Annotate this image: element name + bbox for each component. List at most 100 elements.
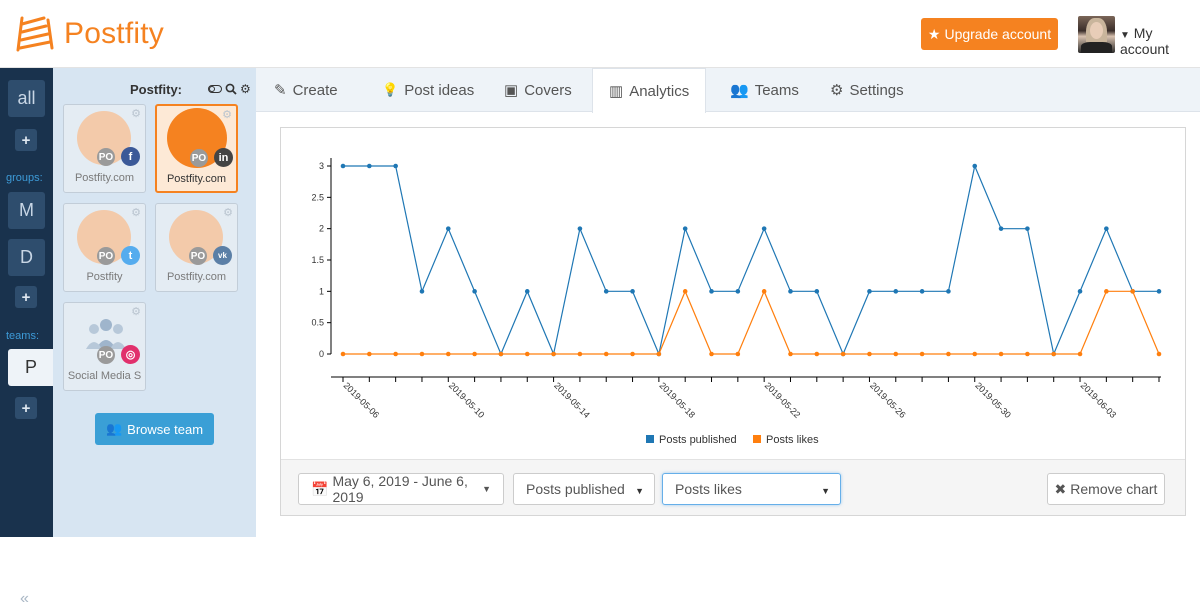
search-icon[interactable] (225, 83, 237, 95)
gear-icon[interactable]: ⚙ (131, 108, 141, 120)
linkedin-icon: in (214, 148, 233, 167)
lightbulb-icon: 💡 (382, 82, 399, 97)
data-point (893, 351, 899, 357)
tab-analytics[interactable]: ▥ Analytics (592, 68, 707, 113)
tab-label: Settings (849, 81, 904, 99)
profile-card-facebook[interactable]: ⚙ PO f Postfity.com (63, 104, 146, 193)
data-point (788, 289, 793, 294)
profile-card-twitter[interactable]: ⚙ PO t Postfity (63, 203, 146, 292)
upgrade-account-button[interactable]: ★ Upgrade account (921, 18, 1058, 50)
remove-chart-label: Remove chart (1070, 481, 1158, 497)
browse-team-label: Browse team (127, 421, 204, 437)
data-point (682, 226, 688, 231)
date-range-picker[interactable]: 📅 May 6, 2019 - June 6, 2019 ▼ (298, 473, 504, 505)
legend-swatch (646, 435, 654, 443)
tab-create[interactable]: ✎ Create (274, 68, 338, 112)
legend-swatch (753, 435, 761, 443)
gear-icon[interactable]: ⚙ (222, 109, 232, 121)
metric-select-1[interactable]: Posts published ▼ (513, 473, 655, 505)
team-item-p[interactable]: P (8, 349, 54, 386)
tab-covers[interactable]: ▣ Covers (504, 68, 572, 112)
main-tabs: ✎ Create 💡 Post ideas ▣ Covers ▥ Analytics 👥… (256, 68, 1200, 113)
caret-down-icon: ▼ (1120, 30, 1130, 41)
series-line-posts-published (343, 163, 1159, 357)
caret-down-icon: ▼ (821, 486, 830, 496)
y-tick-label: 1.5 (311, 255, 324, 265)
profile-name: Social Media S (67, 370, 142, 382)
group-item-m[interactable]: M (8, 192, 45, 229)
data-point (603, 289, 609, 294)
groups-label: groups: (6, 172, 43, 184)
bar-chart-icon: ▥ (609, 83, 624, 100)
data-point (340, 351, 346, 357)
x-tick-label: 2019-05-14 (552, 380, 592, 420)
x-tick-label: 2019-05-26 (868, 380, 908, 420)
tab-teams[interactable]: 👥 Teams (730, 68, 799, 112)
data-point (946, 289, 951, 294)
collapse-sidebar-icon[interactable]: « (20, 590, 29, 607)
data-point (577, 226, 583, 231)
metric-select-2[interactable]: Posts likes ▼ (662, 473, 841, 505)
data-point (735, 289, 741, 294)
date-range-value: May 6, 2019 - June 6, 2019 (332, 473, 468, 505)
data-point (630, 289, 635, 294)
gears-icon: ⚙ (830, 82, 844, 99)
teams-label: teams: (6, 330, 40, 342)
toggle-icon[interactable] (208, 85, 222, 93)
profile-card-instagram[interactable]: ⚙ PO ◎ Social Media S (63, 302, 146, 391)
data-point (998, 351, 1004, 357)
data-point (761, 289, 767, 294)
brand-logo[interactable]: Postfity (14, 14, 164, 54)
tab-label: Teams (754, 81, 799, 99)
profile-card-linkedin[interactable]: ⚙ PO in Postfity.com (155, 104, 238, 193)
x-tick-label: 2019-05-18 (657, 380, 697, 420)
data-point (867, 351, 872, 357)
add-profile-button[interactable]: + (15, 129, 37, 151)
tab-label: Analytics (629, 82, 690, 100)
data-point (1156, 351, 1162, 357)
profile-name: Postfity.com (166, 271, 227, 283)
profile-name: Postfity.com (74, 172, 135, 184)
add-group-button[interactable]: + (15, 286, 37, 308)
my-account-menu[interactable]: ▼ My account (1120, 25, 1200, 57)
data-point (419, 351, 425, 357)
my-account-label: My account (1120, 25, 1170, 57)
y-tick-label: 3 (319, 161, 324, 171)
tab-post-ideas[interactable]: 💡 Post ideas (382, 68, 474, 112)
data-point (367, 351, 372, 357)
legend-label: Posts likes (766, 434, 819, 446)
top-header: Postfity ★ Upgrade account ▼ My account (0, 0, 1200, 68)
data-point (630, 351, 635, 357)
remove-chart-button[interactable]: ✖ Remove chart (1047, 473, 1165, 505)
tab-label: Covers (524, 81, 572, 99)
data-point (498, 351, 504, 357)
po-badge: PO (97, 148, 115, 166)
data-point (445, 226, 451, 231)
data-point (419, 289, 425, 294)
tab-label: Post ideas (404, 81, 475, 99)
data-point (524, 289, 530, 294)
add-team-button[interactable]: + (15, 397, 37, 419)
data-point (1156, 289, 1162, 294)
tab-settings[interactable]: ⚙ Settings (830, 68, 904, 112)
profile-card-vk[interactable]: ⚙ PO vk Postfity.com (155, 203, 238, 292)
browse-team-button[interactable]: 👥 Browse team (95, 413, 214, 445)
tab-label: Create (292, 81, 338, 99)
legend-label: Posts published (659, 434, 737, 446)
group-item-d[interactable]: D (8, 239, 45, 276)
data-point (788, 351, 793, 357)
panel-tools: ⚙ (208, 82, 251, 96)
gear-icon[interactable]: ⚙ (131, 207, 141, 219)
x-tick-label: 2019-05-10 (447, 380, 487, 420)
all-profiles-button[interactable]: all (8, 80, 45, 117)
upgrade-label: Upgrade account (944, 26, 1052, 42)
x-tick-label: 2019-05-06 (342, 380, 382, 420)
gear-icon[interactable]: ⚙ (223, 207, 233, 219)
data-point (682, 289, 688, 294)
metric-1-value: Posts published (526, 481, 625, 497)
profiles-panel: Postfity: ⚙ ⚙ PO f Postfity.com ⚙ PO in … (53, 68, 256, 537)
gear-icon[interactable]: ⚙ (240, 82, 251, 96)
workspace-strip: all + groups: M D + teams: P + « (0, 68, 54, 607)
gear-icon[interactable]: ⚙ (131, 306, 141, 318)
avatar[interactable] (1078, 16, 1115, 53)
